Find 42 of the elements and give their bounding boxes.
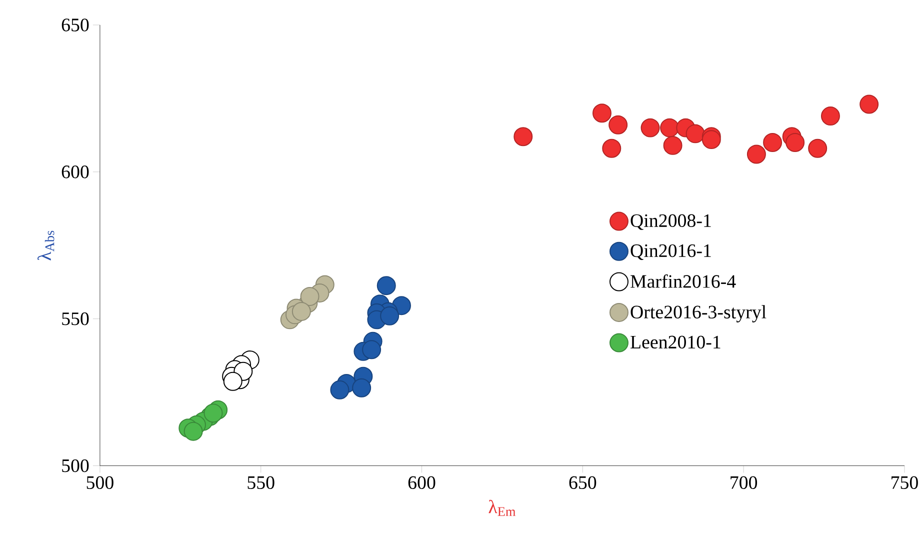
x-tick-label: 700 xyxy=(730,476,758,490)
point xyxy=(330,380,350,400)
x-tick-label: 500 xyxy=(86,476,114,490)
point xyxy=(380,306,400,326)
point xyxy=(808,139,828,158)
x-tick-label: 550 xyxy=(248,476,274,490)
y-tick-label: 650 xyxy=(62,18,89,32)
legend-label: Leen2010-1 xyxy=(630,336,720,349)
point xyxy=(592,104,612,123)
point xyxy=(640,118,660,138)
legend-label: Qin2016-1 xyxy=(630,244,711,260)
point xyxy=(608,116,628,135)
point xyxy=(292,302,311,322)
y-tick-label: 500 xyxy=(62,460,89,472)
x-tick-label: 600 xyxy=(408,476,436,490)
point xyxy=(352,378,372,398)
x-axis-title: λ$_{Em}$ xyxy=(488,500,516,516)
legend-label: Qin2008-1 xyxy=(630,214,711,230)
point xyxy=(702,130,721,150)
x-tick-label: 650 xyxy=(569,476,596,490)
y-tick-label: 550 xyxy=(62,312,89,326)
y-axis-title: λ$_{Abs}$ xyxy=(38,230,54,261)
point xyxy=(376,276,396,296)
point xyxy=(746,144,766,164)
point xyxy=(184,422,203,441)
point xyxy=(362,340,382,360)
point xyxy=(786,133,805,152)
point xyxy=(860,94,879,114)
x-tick-label: 750 xyxy=(892,476,918,490)
point xyxy=(763,133,782,152)
point xyxy=(602,139,622,158)
point xyxy=(660,118,680,138)
point xyxy=(300,287,320,306)
legend-label: Orte2016-3-styryl xyxy=(630,305,766,323)
point xyxy=(663,136,682,156)
point xyxy=(204,404,223,423)
legend-label: Marfin2016-4 xyxy=(630,274,736,288)
point xyxy=(686,124,705,144)
point xyxy=(223,372,242,392)
point xyxy=(820,106,840,126)
y-tick-label: 600 xyxy=(62,166,89,178)
point xyxy=(514,127,533,146)
